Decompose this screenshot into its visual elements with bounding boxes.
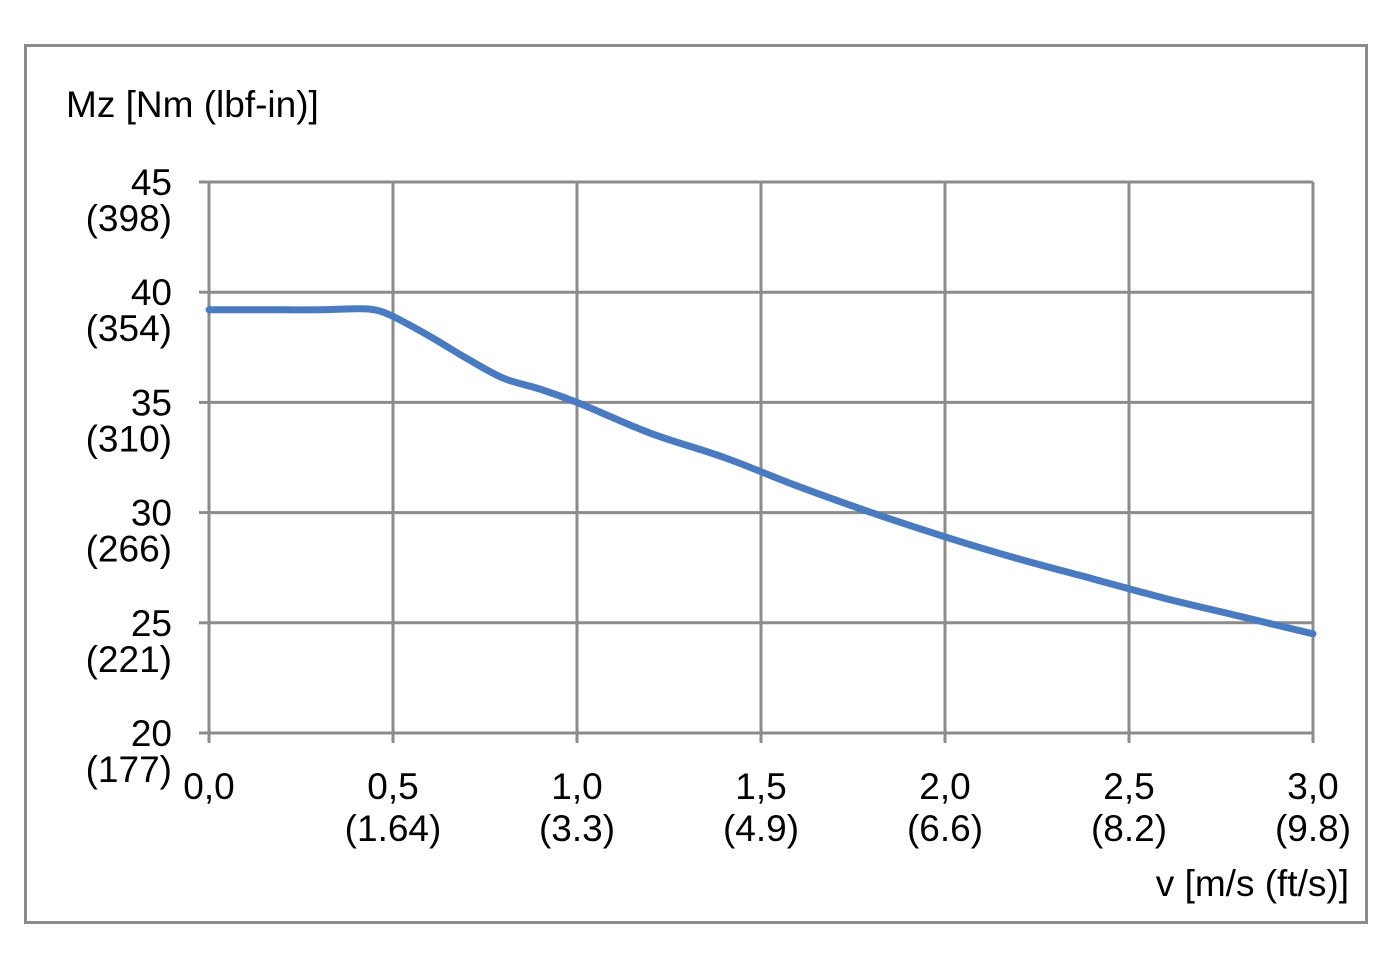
- x-tick-label-imperial: (8.2): [1091, 808, 1167, 849]
- y-tick-label-imperial: (398): [86, 198, 172, 239]
- y-tick-label-imperial: (177): [86, 749, 172, 790]
- series-line: [205, 305, 1317, 638]
- line-chart: 45(398) 40(354) 35(310) 30(266) 25(221) 20(17…: [66, 84, 1351, 904]
- x-tick-label: 1,5: [735, 766, 786, 807]
- series-layer: [205, 305, 1317, 638]
- y-tick-label-imperial: (354): [86, 308, 172, 349]
- x-tick-label: 3,0: [1287, 766, 1338, 807]
- x-axis-title: v [m/s (ft/s)]: [1156, 863, 1349, 904]
- x-tick-labels: 0,0 0,5(1.64)1,0(3.3)1,5(4.9)2,0(6.6)2,5(…: [183, 766, 1351, 849]
- x-tick-label-imperial: (9.8): [1275, 808, 1351, 849]
- axis-ticks: [199, 180, 1315, 743]
- y-tick-labels: 45(398) 40(354) 35(310) 30(266) 25(221) 20(17…: [86, 162, 172, 790]
- y-tick-label: 45: [131, 162, 172, 203]
- y-tick-label-imperial: (266): [86, 529, 172, 570]
- chart-frame: 45 (398) 40 (354) 35 (310) 30 (266) 25 (221) 20 (17…: [24, 44, 1368, 924]
- y-tick-label-imperial: (221): [86, 639, 172, 680]
- y-tick-label: 25: [131, 603, 172, 644]
- x-tick-label: 0,5: [367, 766, 418, 807]
- x-tick-label: 2,0: [919, 766, 970, 807]
- x-tick-label-imperial: (3.3): [539, 808, 615, 849]
- x-tick-label: 0,0: [183, 766, 234, 807]
- y-axis-title: Mz [Nm (lbf-in)]: [66, 84, 319, 125]
- y-tick-label: 30: [131, 493, 172, 534]
- grid: [207, 180, 1315, 735]
- x-tick-label: 1,0: [551, 766, 602, 807]
- x-tick-label-imperial: (4.9): [723, 808, 799, 849]
- y-tick-label: 35: [131, 382, 172, 423]
- y-tick-label: 40: [131, 272, 172, 313]
- x-tick-label: 2,5: [1103, 766, 1154, 807]
- x-tick-label-imperial: (6.6): [907, 808, 983, 849]
- x-tick-label-imperial: (1.64): [345, 808, 442, 849]
- y-tick-label: 20: [131, 713, 172, 754]
- y-tick-label-imperial: (310): [86, 418, 172, 459]
